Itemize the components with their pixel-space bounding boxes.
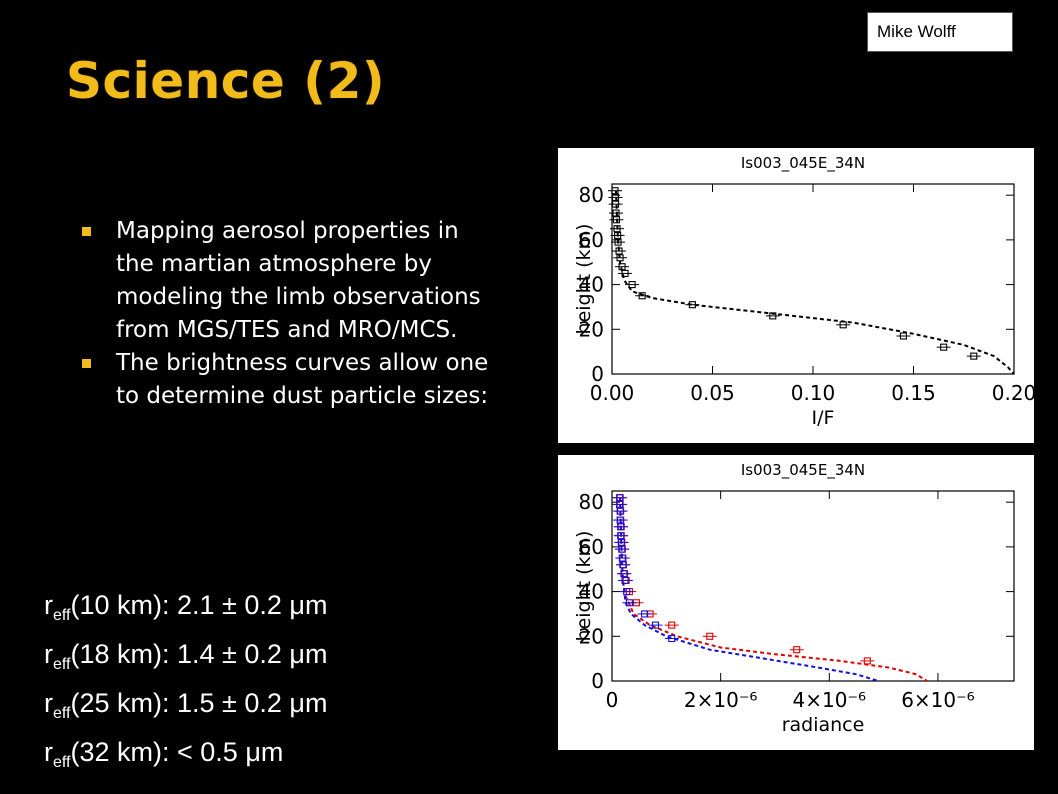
bullet-list: Mapping aerosol properties in the martia… (80, 215, 500, 413)
data-point (641, 610, 649, 618)
x-tick-label: 0.10 (791, 381, 836, 405)
data-point (769, 312, 777, 320)
x-tick-label: 6×10⁻⁶ (901, 688, 975, 712)
x-tick-label: 0 (606, 688, 619, 712)
x-tick-label: 0.05 (690, 381, 735, 405)
data-point (651, 621, 660, 629)
data-point (618, 545, 626, 553)
x-axis-label: I/F (812, 407, 835, 429)
data-point (616, 507, 624, 515)
data-point (618, 263, 626, 271)
radiance-profile-svg: Is003_045E_34N 0 20 40 60 80 0 2×10⁻⁶ 4×10⁻⁶ 6×10… (573, 461, 1015, 736)
data-point (628, 281, 636, 289)
particle-size-results: reff(10 km): 2.1 ± 0.2 μm reff(18 km): 1… (44, 586, 327, 782)
y-tick-label: 40 (579, 273, 604, 297)
bullet-item: Mapping aerosol properties in the martia… (80, 215, 500, 347)
data-point (614, 231, 622, 239)
bullet-text: Mapping aerosol properties in the martia… (116, 218, 481, 343)
y-tick-label: 0 (591, 669, 604, 693)
data-point (616, 516, 624, 524)
data-point (625, 599, 633, 607)
y-tick-label: 60 (579, 535, 604, 559)
square-bullet-icon (82, 227, 91, 236)
data-point (793, 646, 801, 654)
reff-row: reff(25 km): 1.5 ± 0.2 μm (44, 688, 328, 722)
data-point (618, 554, 626, 562)
square-bullet-icon (82, 359, 91, 368)
data-point (621, 269, 629, 277)
chart-title: Is003_045E_34N (741, 461, 865, 480)
data-point (706, 632, 714, 640)
model-line (615, 190, 1015, 375)
data-point (615, 247, 623, 255)
data-point (616, 494, 624, 502)
y-axis-label: height (km) (573, 224, 595, 335)
chart-title: Is003_045E_34N (741, 154, 865, 173)
data-point (623, 588, 631, 596)
y-tick-label: 80 (579, 490, 604, 514)
data-point (621, 576, 629, 584)
y-axis-label: height (km) (573, 531, 595, 642)
bullet-item: The brightness curves allow one to deter… (80, 347, 500, 413)
data-point (668, 634, 676, 643)
data-point (612, 209, 620, 217)
data-point (617, 538, 625, 546)
data-point (620, 570, 628, 578)
data-point (839, 321, 847, 329)
x-axis-label: radiance (782, 714, 865, 736)
data-point (614, 238, 622, 246)
data-point (616, 254, 624, 262)
if-profile-chart: Is003_045E_34N 0 20 40 60 80 0.00 0.05 0.10 0.15 0… (558, 148, 1036, 443)
plot-frame (611, 183, 1015, 375)
y-tick-label: 40 (579, 580, 604, 604)
if-profile-svg: Is003_045E_34N 0 20 40 60 80 0.00 0.05 0.10 0.15 0… (573, 154, 1036, 429)
data-point (611, 193, 619, 201)
data-point (617, 523, 625, 531)
data-point (970, 352, 978, 360)
data-point (940, 343, 948, 351)
data-point (638, 292, 646, 300)
data-point (612, 200, 620, 208)
y-tick-label: 0 (591, 362, 604, 386)
x-tick-label: 0.15 (891, 381, 936, 405)
model-line (619, 497, 879, 682)
data-point (688, 301, 696, 309)
x-tick-label: 4×10⁻⁶ (793, 688, 867, 712)
data-point (619, 561, 627, 569)
plot-frame (611, 490, 1015, 682)
x-tick-label: 2×10⁻⁶ (684, 688, 758, 712)
x-tick-label: 0.20 (992, 381, 1034, 405)
data-point (617, 532, 625, 540)
data-point (611, 187, 619, 195)
reff-row: reff(32 km): < 0.5 μm (44, 737, 284, 771)
data-point (863, 657, 871, 665)
reff-row: reff(10 km): 2.1 ± 0.2 μm (44, 590, 328, 624)
reff-row: reff(18 km): 1.4 ± 0.2 μm (44, 639, 328, 673)
data-point (668, 621, 676, 629)
bullet-text: The brightness curves allow one to deter… (116, 350, 489, 409)
data-point (616, 500, 624, 508)
data-point (613, 225, 621, 233)
y-tick-label: 60 (579, 228, 604, 252)
radiance-profile-chart: Is003_045E_34N 0 20 40 60 80 0 2×10⁻⁶ 4×10⁻⁶ 6×10… (558, 455, 1034, 750)
model-line (619, 497, 928, 682)
y-tick-label: 20 (579, 317, 604, 341)
y-tick-label: 80 (579, 183, 604, 207)
y-tick-label: 20 (579, 624, 604, 648)
data-point (612, 216, 620, 224)
data-point (899, 332, 908, 340)
slide-title: Science (2) (66, 52, 386, 110)
x-tick-label: 0.00 (590, 381, 635, 405)
author-label: Mike Wolff (867, 12, 1013, 52)
